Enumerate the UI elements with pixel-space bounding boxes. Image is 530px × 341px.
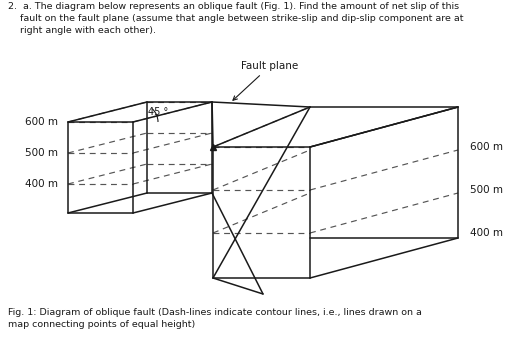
Text: 400 m: 400 m <box>25 179 58 189</box>
Text: 600 m: 600 m <box>25 117 58 127</box>
Text: 500 m: 500 m <box>25 148 58 158</box>
Text: 45 °: 45 ° <box>148 107 168 117</box>
Text: 500 m: 500 m <box>470 185 503 195</box>
Text: 600 m: 600 m <box>470 142 503 152</box>
Text: 400 m: 400 m <box>470 228 503 238</box>
Text: Fig. 1: Diagram of oblique fault (Dash-lines indicate contour lines, i.e., lines: Fig. 1: Diagram of oblique fault (Dash-l… <box>8 308 422 329</box>
Text: 2.  a. The diagram below represents an oblique fault (Fig. 1). Find the amount o: 2. a. The diagram below represents an ob… <box>8 2 464 34</box>
Text: Fault plane: Fault plane <box>233 61 298 100</box>
